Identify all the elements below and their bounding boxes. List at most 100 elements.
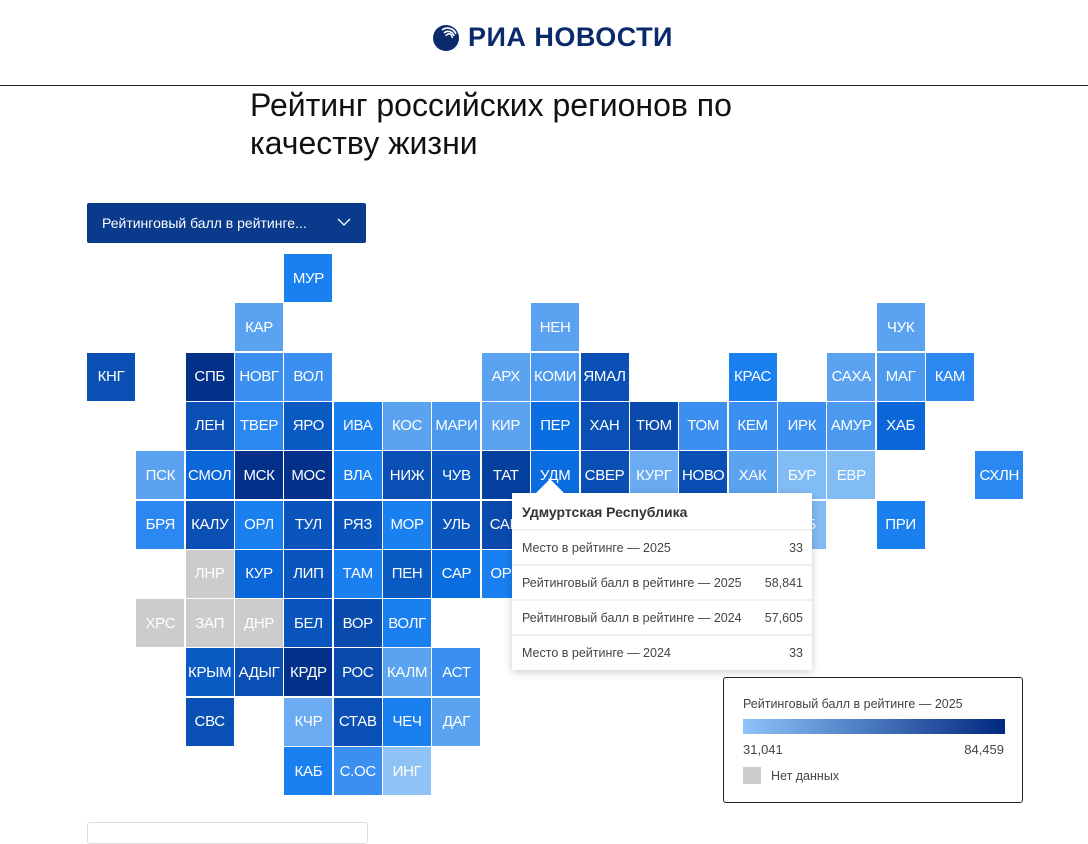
- region-tile-ТОМ[interactable]: ТОМ: [679, 401, 728, 450]
- region-tile-НИЖ[interactable]: НИЖ: [383, 451, 432, 500]
- region-tile-label: КЧР: [294, 713, 323, 731]
- region-tile-ИНГ[interactable]: ИНГ: [383, 747, 432, 795]
- region-tile-КАЛМ[interactable]: КАЛМ: [383, 648, 432, 697]
- region-tile-СТАВ[interactable]: СТАВ: [333, 697, 382, 746]
- region-tile-АДЫГ[interactable]: АДЫГ: [235, 648, 284, 697]
- region-tile-РЯЗ[interactable]: РЯЗ: [333, 500, 382, 549]
- region-tile-БЕЛ[interactable]: БЕЛ: [284, 599, 333, 648]
- region-tile-ЯМАЛ[interactable]: ЯМАЛ: [580, 352, 629, 401]
- region-tile-ИРК[interactable]: ИРК: [777, 401, 826, 450]
- region-tile-ТАТ[interactable]: ТАТ: [481, 451, 530, 500]
- region-tile-label: МАРИ: [435, 417, 478, 435]
- region-tile-label: ЧУВ: [442, 466, 471, 484]
- region-tile-МОС[interactable]: МОС: [284, 451, 333, 500]
- region-tile-ЧУВ[interactable]: ЧУВ: [432, 451, 481, 500]
- region-tile-label: ТАМ: [342, 565, 374, 583]
- region-tile-ЧУК[interactable]: ЧУК: [876, 303, 925, 352]
- region-tile-СВЕР[interactable]: СВЕР: [580, 451, 629, 500]
- region-tile-ТАМ[interactable]: ТАМ: [333, 549, 382, 598]
- region-tile-label: ДНР: [243, 614, 275, 632]
- region-tile-МАРИ[interactable]: МАРИ: [432, 401, 481, 450]
- region-tile-ТУЛ[interactable]: ТУЛ: [284, 500, 333, 549]
- region-tile-ВОЛГ[interactable]: ВОЛГ: [383, 599, 432, 648]
- region-tile-УЛЬ[interactable]: УЛЬ: [432, 500, 481, 549]
- region-tile-АМУР[interactable]: АМУР: [827, 401, 876, 450]
- region-tile-ХАБ[interactable]: ХАБ: [876, 401, 925, 450]
- region-tile-label: ПЕН: [391, 565, 423, 583]
- region-tile-КУР[interactable]: КУР: [235, 549, 284, 598]
- region-tile-С.ОС[interactable]: С.ОС: [333, 747, 382, 795]
- region-tile-label: УЛЬ: [442, 516, 471, 533]
- region-tile-БРЯ[interactable]: БРЯ: [136, 500, 185, 549]
- region-tile-НОВГ[interactable]: НОВГ: [235, 352, 284, 401]
- region-tile-КНГ[interactable]: КНГ: [87, 352, 135, 401]
- region-tile-ХАН[interactable]: ХАН: [580, 401, 629, 450]
- region-tile-ТВЕР[interactable]: ТВЕР: [235, 401, 284, 450]
- region-tile-ПСК[interactable]: ПСК: [136, 451, 185, 500]
- region-tile-label: СВС: [194, 713, 226, 731]
- region-tile-КЕМ[interactable]: КЕМ: [728, 401, 777, 450]
- region-tile-БУР[interactable]: БУР: [777, 451, 826, 500]
- region-tile-МУР[interactable]: МУР: [284, 254, 333, 302]
- region-tile-КОС[interactable]: КОС: [383, 401, 432, 450]
- region-tile-ИВА[interactable]: ИВА: [333, 401, 382, 450]
- region-tile-КАМ[interactable]: КАМ: [925, 352, 974, 401]
- region-tile-label: МСК: [243, 466, 275, 484]
- region-tile-label: СВЕР: [584, 466, 625, 484]
- region-tile-label: ИВА: [343, 417, 373, 435]
- region-tile-СМОЛ[interactable]: СМОЛ: [185, 451, 234, 500]
- region-tile-ДАГ[interactable]: ДАГ: [432, 697, 481, 746]
- region-tile-label: ЛНР: [194, 565, 225, 583]
- region-tile-КЧР[interactable]: КЧР: [284, 697, 333, 746]
- region-tile-ЗАП[interactable]: ЗАП: [185, 599, 234, 648]
- region-tile-МСК[interactable]: МСК: [235, 451, 284, 500]
- region-tile-ВОЛ[interactable]: ВОЛ: [284, 352, 333, 401]
- region-tile-label: КРЫМ: [188, 663, 232, 681]
- region-tile-ПЕР[interactable]: ПЕР: [531, 401, 580, 450]
- region-tile-КАБ[interactable]: КАБ: [284, 747, 333, 795]
- region-tile-РОС[interactable]: РОС: [333, 648, 382, 697]
- region-tile-ЕВР[interactable]: ЕВР: [827, 451, 876, 500]
- color-legend: Рейтинговый балл в рейтинге — 2025 31,04…: [723, 677, 1023, 803]
- region-tile-СХЛН[interactable]: СХЛН: [975, 451, 1024, 500]
- region-tile-КРАС[interactable]: КРАС: [728, 352, 777, 401]
- region-tile-ЯРО[interactable]: ЯРО: [284, 401, 333, 450]
- region-tile-ДНР[interactable]: ДНР: [235, 599, 284, 648]
- metric-dropdown[interactable]: Рейтинговый балл в рейтинге...: [87, 203, 366, 243]
- region-tile-ПЕН[interactable]: ПЕН: [383, 549, 432, 598]
- region-tile-КАР[interactable]: КАР: [235, 303, 284, 352]
- region-tile-ТЮМ[interactable]: ТЮМ: [629, 401, 678, 450]
- region-tile-СВС[interactable]: СВС: [185, 697, 234, 746]
- region-tile-АСТ[interactable]: АСТ: [432, 648, 481, 697]
- region-tile-САХА[interactable]: САХА: [827, 352, 876, 401]
- region-tile-ОРЛ[interactable]: ОРЛ: [235, 500, 284, 549]
- region-tile-КАЛУ[interactable]: КАЛУ: [185, 500, 234, 549]
- region-tile-ПРИ[interactable]: ПРИ: [876, 500, 925, 549]
- region-tile-СПБ[interactable]: СПБ: [185, 352, 234, 401]
- region-tile-ВОР[interactable]: ВОР: [333, 599, 382, 648]
- region-tile-АРХ[interactable]: АРХ: [481, 352, 530, 401]
- region-tile-ХРС[interactable]: ХРС: [136, 599, 185, 648]
- region-tile-НОВО[interactable]: НОВО: [679, 451, 728, 500]
- ria-logo[interactable]: РИА НОВОСТИ: [432, 22, 673, 53]
- region-tile-label: СХЛН: [979, 466, 1020, 484]
- region-tile-label: РОС: [342, 663, 374, 681]
- region-tile-МОР[interactable]: МОР: [383, 500, 432, 549]
- region-tile-КРДР[interactable]: КРДР: [284, 648, 333, 697]
- region-tile-ЛЕН[interactable]: ЛЕН: [185, 401, 234, 450]
- region-tile-МАГ[interactable]: МАГ: [876, 352, 925, 401]
- no-data-label: Нет данных: [771, 769, 840, 783]
- region-tile-КИР[interactable]: КИР: [481, 401, 530, 450]
- region-tile-ЛНР[interactable]: ЛНР: [185, 549, 234, 598]
- region-tile-label: ЧУК: [886, 318, 915, 336]
- region-tile-ХАК[interactable]: ХАК: [728, 451, 777, 500]
- region-tile-label: АМУР: [830, 417, 872, 435]
- region-tile-КУРГ[interactable]: КУРГ: [629, 451, 678, 500]
- region-tile-ВЛА[interactable]: ВЛА: [333, 451, 382, 500]
- region-tile-КРЫМ[interactable]: КРЫМ: [185, 648, 234, 697]
- region-tile-САР[interactable]: САР: [432, 549, 481, 598]
- region-tile-ЧЕЧ[interactable]: ЧЕЧ: [383, 697, 432, 746]
- region-tile-НЕН[interactable]: НЕН: [531, 303, 580, 352]
- region-tile-КОМИ[interactable]: КОМИ: [531, 352, 580, 401]
- region-tile-ЛИП[interactable]: ЛИП: [284, 549, 333, 598]
